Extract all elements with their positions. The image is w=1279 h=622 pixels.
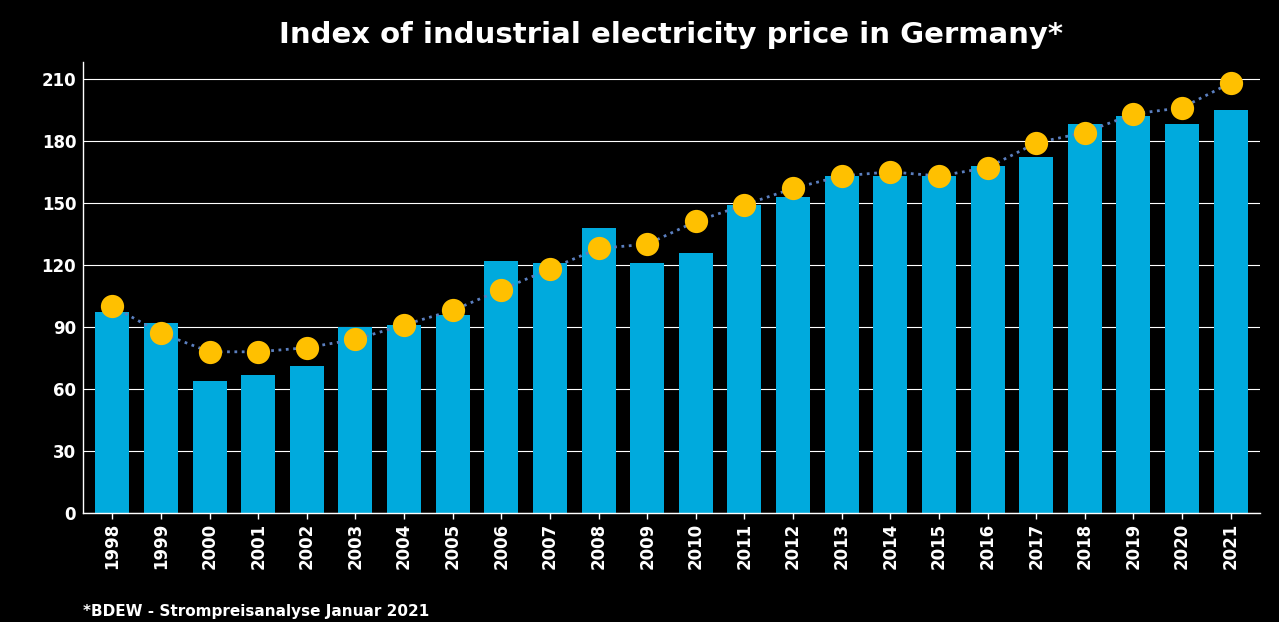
Point	[297, 343, 317, 353]
Point	[734, 200, 755, 210]
Point	[491, 285, 512, 295]
Bar	[874, 176, 907, 513]
Bar	[971, 165, 1004, 513]
Point	[151, 328, 171, 338]
Point	[540, 264, 560, 274]
Point	[443, 305, 463, 315]
Point	[345, 335, 366, 345]
Bar	[193, 381, 226, 513]
Point	[200, 347, 220, 357]
Point	[880, 167, 900, 177]
Bar	[679, 253, 712, 513]
Point	[929, 171, 949, 181]
Bar	[242, 374, 275, 513]
Bar	[339, 327, 372, 513]
Bar	[1214, 109, 1247, 513]
Bar	[145, 323, 178, 513]
Point	[1172, 103, 1192, 113]
Text: *BDEW - Strompreisanalyse Januar 2021: *BDEW - Strompreisanalyse Januar 2021	[83, 604, 430, 619]
Point	[686, 216, 706, 226]
Bar	[1019, 157, 1053, 513]
Title: Index of industrial electricity price in Germany*: Index of industrial electricity price in…	[280, 21, 1063, 49]
Bar	[436, 315, 469, 513]
Bar	[728, 205, 761, 513]
Point	[831, 171, 852, 181]
Bar	[582, 228, 615, 513]
Bar	[1117, 116, 1150, 513]
Point	[1026, 138, 1046, 148]
Point	[1123, 109, 1143, 119]
Point	[1074, 128, 1095, 137]
Bar	[533, 263, 567, 513]
Bar	[631, 263, 664, 513]
Bar	[922, 176, 955, 513]
Point	[588, 243, 609, 253]
Bar	[1068, 124, 1101, 513]
Point	[394, 320, 414, 330]
Point	[977, 163, 998, 173]
Point	[102, 301, 123, 311]
Point	[783, 183, 803, 193]
Bar	[290, 366, 324, 513]
Bar	[776, 197, 810, 513]
Bar	[388, 325, 421, 513]
Point	[1220, 78, 1241, 88]
Bar	[1165, 124, 1198, 513]
Point	[248, 347, 269, 357]
Bar	[485, 261, 518, 513]
Bar	[96, 312, 129, 513]
Point	[637, 239, 657, 249]
Bar	[825, 176, 858, 513]
